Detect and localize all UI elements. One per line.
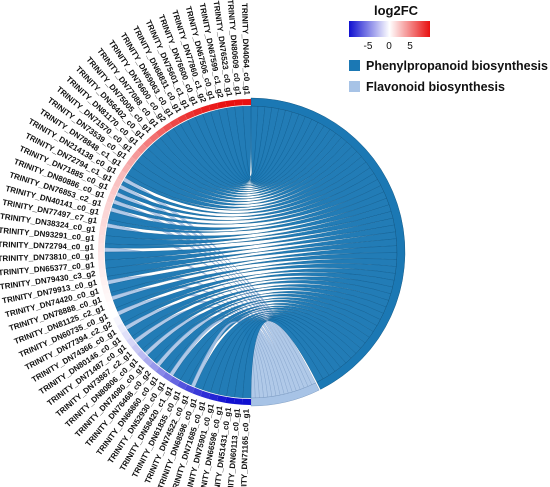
log2fc-legend-title: log2FC bbox=[374, 3, 419, 18]
log2fc-cell bbox=[97, 252, 105, 261]
log2fc-color-legend: log2FC -5 0 5 bbox=[349, 3, 430, 52]
log2fc-cell bbox=[121, 330, 132, 341]
gene-labels: TRINITY_DN4064_c0_g1TRINITY_DN80609_c0_g… bbox=[0, 0, 252, 487]
log2fc-cell bbox=[106, 300, 116, 311]
log2fc-tick-high: 5 bbox=[407, 41, 413, 52]
log2fc-cell bbox=[117, 323, 127, 334]
log2fc-cell bbox=[103, 292, 113, 303]
log2fc-cell bbox=[98, 234, 105, 244]
log2fc-cell bbox=[149, 132, 160, 143]
log2fc-cell bbox=[225, 99, 235, 108]
log2fc-cell bbox=[126, 337, 137, 348]
log2fc-cell bbox=[169, 376, 180, 386]
log2fc-cell bbox=[142, 355, 154, 367]
log2fc-cell bbox=[216, 395, 227, 403]
pathway-arc-flavonoid bbox=[250, 382, 320, 407]
log2fc-ring bbox=[97, 99, 251, 405]
chord-ribbons bbox=[104, 105, 398, 399]
log2fc-cell bbox=[98, 226, 107, 236]
log2fc-cell bbox=[155, 127, 166, 138]
gene-label: TRINITY_DN71165_c0_g1 bbox=[239, 408, 251, 487]
log2fc-cell bbox=[233, 398, 243, 405]
legend-swatch-flavonoid bbox=[349, 81, 360, 92]
gene-label: TRINITY_DN4064_c0_g1 bbox=[240, 3, 252, 96]
log2fc-cell bbox=[192, 107, 203, 117]
log2fc-cell bbox=[109, 185, 119, 196]
log2fc-cell bbox=[225, 396, 235, 405]
log2fc-tick-low: -5 bbox=[364, 41, 373, 52]
legend-swatch-phenylpropanoid bbox=[349, 60, 360, 71]
log2fc-cell bbox=[98, 268, 107, 278]
log2fc-cell bbox=[200, 104, 211, 114]
log2fc-cell bbox=[162, 122, 173, 133]
log2fc-cell bbox=[208, 102, 219, 111]
log2fc-cell bbox=[101, 209, 110, 220]
legend-label-flavonoid: Flavonoid biosynthesis bbox=[366, 80, 505, 94]
gene-label: TRINITY_DN73810_c0_g1 bbox=[0, 251, 95, 263]
log2fc-cell bbox=[126, 156, 137, 167]
log2fc-cell bbox=[200, 390, 211, 400]
log2fc-cell bbox=[184, 110, 195, 120]
legend-label-phenylpropanoid: Phenylpropanoid biosynthesis bbox=[366, 59, 548, 73]
log2fc-cell bbox=[100, 217, 108, 228]
log2fc-cell bbox=[106, 193, 116, 204]
log2fc-cell bbox=[242, 99, 251, 106]
log2fc-cell bbox=[103, 201, 113, 212]
ribbon-phenylpropanoid bbox=[114, 173, 378, 221]
log2fc-cell bbox=[131, 150, 142, 161]
log2fc-cell bbox=[233, 99, 243, 106]
log2fc-cell bbox=[136, 349, 148, 361]
log2fc-cell bbox=[142, 137, 154, 149]
ribbon-phenylpropanoid bbox=[117, 167, 375, 218]
log2fc-cell bbox=[100, 276, 108, 287]
ribbon-phenylpropanoid bbox=[111, 179, 382, 225]
pathway-legend: Phenylpropanoid biosynthesis Flavonoid b… bbox=[349, 59, 548, 94]
ribbon-phenylpropanoid bbox=[115, 263, 397, 312]
log2fc-cell bbox=[149, 361, 160, 372]
log2fc-cell bbox=[101, 284, 110, 295]
log2fc-cell bbox=[113, 315, 123, 327]
log2fc-cell bbox=[109, 308, 119, 319]
log2fc-cell bbox=[98, 260, 105, 270]
gene-label: TRINITY_DN72794_c0_g1 bbox=[0, 240, 95, 252]
log2fc-cell bbox=[169, 118, 180, 128]
log2fc-cell bbox=[242, 398, 251, 405]
log2fc-cell bbox=[97, 243, 105, 252]
log2fc-cell bbox=[117, 170, 127, 181]
log2fc-cell bbox=[176, 114, 188, 124]
log2fc-cell bbox=[192, 387, 203, 397]
log2fc-tick-mid: 0 bbox=[386, 41, 392, 52]
log2fc-cell bbox=[208, 393, 219, 402]
log2fc-cell bbox=[136, 143, 148, 155]
log2fc-cell bbox=[216, 101, 227, 109]
log2fc-cell bbox=[162, 371, 173, 382]
log2fc-cell bbox=[131, 343, 142, 354]
log2fc-gradient-bar bbox=[349, 21, 430, 37]
ribbon-phenylpropanoid bbox=[122, 272, 395, 327]
log2fc-cell bbox=[176, 380, 188, 390]
ribbon-phenylpropanoid bbox=[110, 252, 398, 297]
log2fc-cell bbox=[155, 366, 166, 377]
log2fc-cell bbox=[113, 177, 123, 189]
log2fc-cell bbox=[121, 163, 132, 174]
log2fc-cell bbox=[184, 384, 195, 394]
pathway-arcs bbox=[250, 97, 406, 407]
pathway-arc-phenylpropanoid bbox=[250, 97, 406, 390]
